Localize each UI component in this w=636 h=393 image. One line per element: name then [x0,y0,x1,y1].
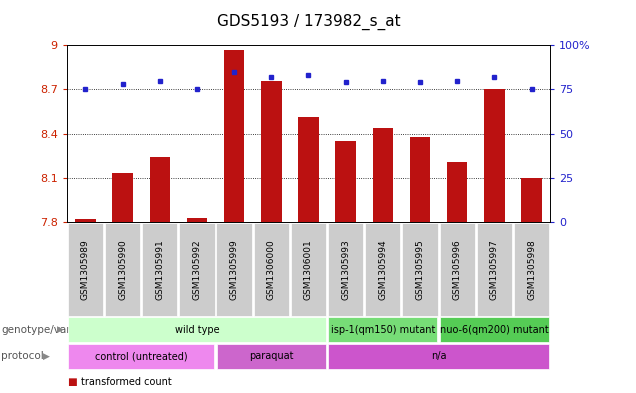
Text: ■: ■ [67,377,76,387]
Text: GSM1305989: GSM1305989 [81,239,90,299]
Text: paraquat: paraquat [249,351,294,362]
Text: wild type: wild type [175,325,219,335]
Text: ▶: ▶ [43,352,50,361]
Text: GSM1305997: GSM1305997 [490,239,499,299]
Bar [373,128,393,222]
Text: n/a: n/a [431,351,446,362]
Bar [149,157,170,222]
Text: GSM1305990: GSM1305990 [118,239,127,299]
Text: GSM1305992: GSM1305992 [193,239,202,299]
Bar [522,178,542,222]
Text: ▶: ▶ [57,325,64,334]
Bar [113,173,133,222]
Text: control (untreated): control (untreated) [95,351,188,362]
Bar [447,162,467,222]
Text: transformed count: transformed count [81,377,172,387]
Text: GSM1305998: GSM1305998 [527,239,536,299]
Bar [261,81,282,222]
Text: GSM1305999: GSM1305999 [230,239,238,299]
Text: nuo-6(qm200) mutant: nuo-6(qm200) mutant [440,325,549,335]
Bar [298,118,319,222]
Text: GDS5193 / 173982_s_at: GDS5193 / 173982_s_at [217,14,400,30]
Bar [410,136,430,222]
Bar [335,141,356,222]
Bar [484,90,504,222]
Text: GSM1306000: GSM1306000 [266,239,276,299]
Text: GSM1306001: GSM1306001 [304,239,313,299]
Text: GSM1305995: GSM1305995 [415,239,424,299]
Text: GSM1305991: GSM1305991 [155,239,164,299]
Text: isp-1(qm150) mutant: isp-1(qm150) mutant [331,325,435,335]
Text: GSM1305993: GSM1305993 [341,239,350,299]
Text: protocol: protocol [1,351,44,362]
Text: GSM1305996: GSM1305996 [453,239,462,299]
Bar [187,218,207,222]
Bar [75,219,95,222]
Bar [224,50,244,222]
Text: GSM1305994: GSM1305994 [378,239,387,299]
Text: genotype/variation: genotype/variation [1,325,100,335]
